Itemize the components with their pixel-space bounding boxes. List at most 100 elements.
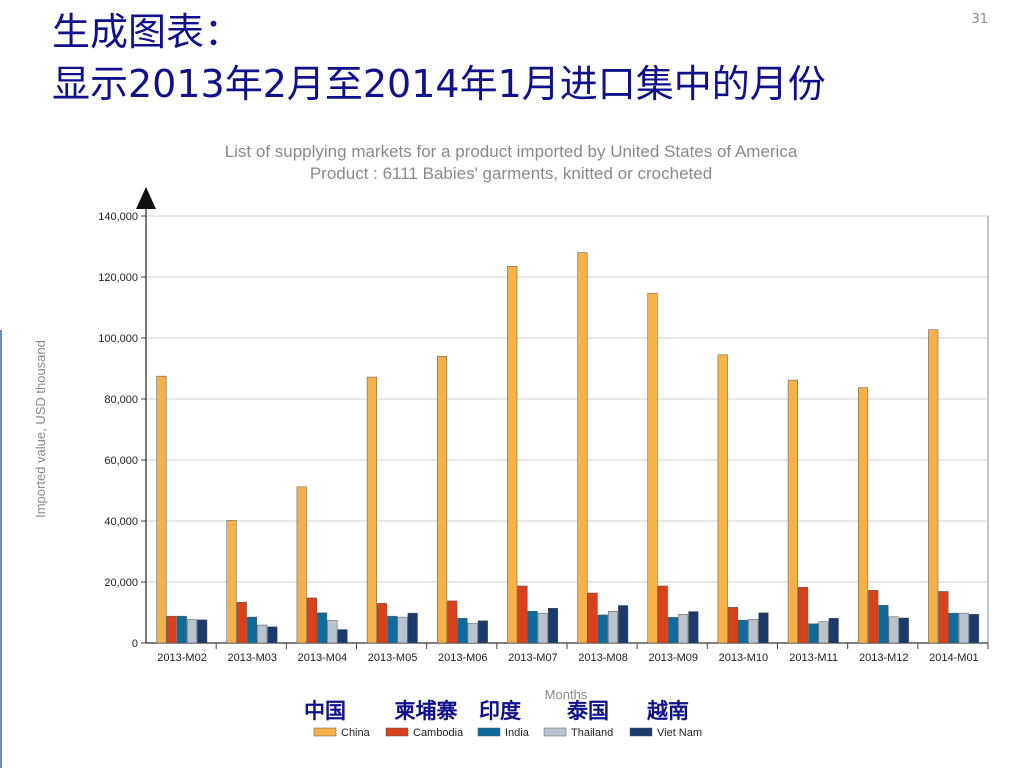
bar xyxy=(327,620,338,644)
chart-subtitle: Product : 6111 Babies' garments, knitted… xyxy=(310,164,712,183)
bar xyxy=(597,614,608,644)
x-axis-label: Months xyxy=(545,687,588,702)
chinese-legend-label: 泰国 xyxy=(566,699,609,723)
bar xyxy=(477,620,488,644)
legend-label: Cambodia xyxy=(413,727,464,739)
y-tick-label: 80,000 xyxy=(104,394,138,406)
bar xyxy=(858,387,869,644)
bar xyxy=(748,618,759,644)
slide-title: 生成图表： 显示2013年2月至2014年1月进口集中的月份 xyxy=(52,6,826,110)
bar xyxy=(296,486,307,644)
bar xyxy=(868,589,879,644)
x-tick-label: 2013-M08 xyxy=(578,652,628,664)
bar xyxy=(667,617,679,644)
bar xyxy=(577,252,588,644)
bar xyxy=(317,612,328,644)
y-tick-label: 140,000 xyxy=(98,211,138,223)
x-tick-label: 2013-M03 xyxy=(227,652,277,664)
bar xyxy=(888,616,899,644)
y-axis-arrow-icon xyxy=(136,187,156,209)
bar xyxy=(678,614,689,644)
bar xyxy=(537,612,548,644)
bar xyxy=(467,622,478,644)
bar xyxy=(186,619,198,644)
bar xyxy=(787,379,798,644)
bar xyxy=(717,354,728,644)
bar xyxy=(257,624,268,644)
bar xyxy=(898,617,909,644)
bar xyxy=(738,619,749,644)
y-tick-label: 20,000 xyxy=(104,577,138,589)
bar xyxy=(818,621,829,644)
legend-label: India xyxy=(505,727,530,739)
y-tick-label: 0 xyxy=(132,638,138,650)
slide-title-line2: 显示2013年2月至2014年1月进口集中的月份 xyxy=(52,62,826,106)
y-tick-label: 40,000 xyxy=(104,516,138,528)
chinese-legend-label: 越南 xyxy=(646,699,689,723)
y-tick-label: 120,000 xyxy=(98,272,138,284)
bar xyxy=(958,612,969,644)
bar xyxy=(688,611,699,644)
x-tick-label: 2013-M10 xyxy=(719,652,769,664)
bar xyxy=(938,591,949,644)
y-tick-label: 100,000 xyxy=(98,333,138,345)
bar xyxy=(607,611,619,644)
bar xyxy=(618,605,629,644)
page-number: 31 xyxy=(971,12,988,27)
chinese-legend-label: 中国 xyxy=(304,699,346,723)
x-tick-label: 2013-M07 xyxy=(508,652,558,664)
bar xyxy=(828,618,839,644)
legend-swatch xyxy=(477,727,501,737)
bar xyxy=(377,603,388,644)
x-tick-label: 2013-M09 xyxy=(648,652,698,664)
x-tick-label: 2013-M06 xyxy=(438,652,488,664)
y-axis-label: Imported value, USD thousand xyxy=(33,340,48,518)
x-tick-label: 2013-M11 xyxy=(789,652,838,664)
bar xyxy=(447,600,458,644)
bar xyxy=(928,329,939,644)
x-tick-label: 2014-M01 xyxy=(929,652,979,664)
legend-label: Viet Nam xyxy=(657,727,702,739)
legend-swatch xyxy=(313,727,337,737)
bar xyxy=(437,356,448,644)
bar xyxy=(226,520,237,644)
legend-swatch xyxy=(629,727,653,737)
slide-left-rule xyxy=(0,330,2,768)
bar xyxy=(366,376,377,644)
legend-swatch xyxy=(385,727,409,737)
bar xyxy=(176,615,187,644)
bar xyxy=(267,626,278,644)
bar xyxy=(306,597,317,644)
bar xyxy=(657,585,668,644)
chart-title: List of supplying markets for a product … xyxy=(225,142,798,161)
legend-swatch xyxy=(543,727,567,737)
bar xyxy=(166,615,177,644)
bar xyxy=(246,616,257,644)
x-tick-label: 2013-M12 xyxy=(859,652,909,664)
slide-title-line1: 生成图表： xyxy=(52,10,243,54)
bar xyxy=(517,585,528,644)
bar xyxy=(156,375,167,644)
bar xyxy=(457,618,468,644)
bar xyxy=(758,612,769,644)
bar xyxy=(727,607,738,644)
bar xyxy=(808,623,819,644)
bar xyxy=(547,607,559,644)
x-tick-label: 2013-M04 xyxy=(298,652,348,664)
bar xyxy=(527,611,538,644)
bar xyxy=(878,604,889,644)
bar xyxy=(968,614,980,644)
legend-label: Thailand xyxy=(571,727,613,739)
bar xyxy=(397,616,408,644)
bar xyxy=(507,266,518,644)
chinese-legend-label: 柬埔寨 xyxy=(395,699,458,723)
y-tick-label: 60,000 xyxy=(104,455,138,467)
x-tick-label: 2013-M05 xyxy=(368,652,418,664)
chinese-legend-label: 印度 xyxy=(479,699,521,723)
bar xyxy=(798,586,809,644)
bar xyxy=(407,612,418,644)
bar xyxy=(197,619,208,644)
bar xyxy=(236,601,247,644)
x-tick-label: 2013-M02 xyxy=(157,652,207,664)
